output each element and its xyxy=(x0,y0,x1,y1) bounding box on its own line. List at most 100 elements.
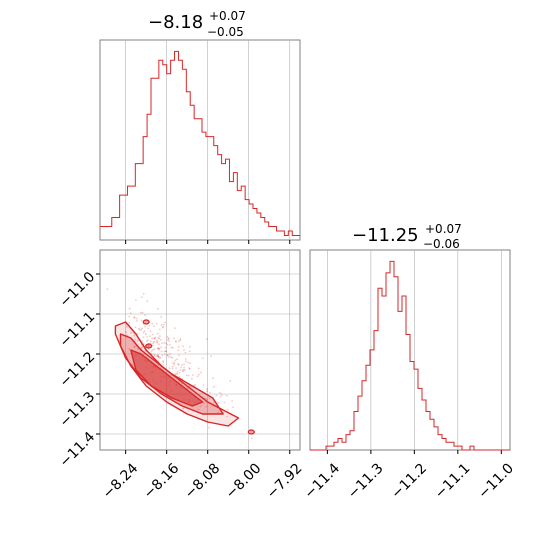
scatter-point xyxy=(171,367,174,370)
hist-2-title-upper: +0.07 xyxy=(425,222,462,236)
scatter-point xyxy=(174,373,177,376)
scatter-point xyxy=(147,327,149,330)
scatter-point xyxy=(153,325,155,328)
scatter-point xyxy=(163,342,166,344)
scatter-point xyxy=(170,346,173,349)
scatter-point xyxy=(151,337,154,340)
scatter-point xyxy=(162,323,165,326)
scatter-point xyxy=(158,347,161,350)
scatter-point xyxy=(146,300,149,303)
scatter-points xyxy=(106,288,253,440)
scatter-point xyxy=(182,345,184,348)
scatter-point xyxy=(161,326,164,329)
scatter-point xyxy=(178,354,180,357)
scatter-point xyxy=(148,324,151,327)
scatter-point xyxy=(205,338,208,340)
scatter-point xyxy=(184,360,187,362)
hist-2-x-ticks: −11.4 −11.3 −11.2 −11.1 −11.0 xyxy=(301,460,517,502)
scatter-point xyxy=(157,354,160,357)
scatter-point xyxy=(173,361,176,364)
scatter-point xyxy=(168,340,171,342)
scatter-point xyxy=(153,340,156,343)
scatter-point xyxy=(169,353,171,355)
scatter-point xyxy=(142,331,145,334)
scatter-point xyxy=(160,350,163,353)
scatter-point xyxy=(202,357,204,360)
scatter-point xyxy=(166,336,169,338)
scatter-point xyxy=(171,365,174,368)
panel-scatter: −11.0−11.1−11.2−11.3−11.4 −8.24 −8.16 −8.0… xyxy=(57,249,306,502)
scatter-point xyxy=(183,368,186,371)
panel-hist-1-grid xyxy=(125,40,291,244)
scatter-point xyxy=(202,384,205,386)
scatter-point xyxy=(133,316,136,319)
x-tick-label: −8.16 xyxy=(141,460,183,502)
panel-hist-1-frame xyxy=(99,39,301,241)
scatter-point xyxy=(159,357,162,359)
scatter-point xyxy=(166,354,169,357)
scatter-point xyxy=(184,351,187,354)
scatter-point xyxy=(182,407,185,410)
scatter-point xyxy=(175,372,178,375)
scatter-point xyxy=(153,337,156,340)
contour-middle xyxy=(119,333,224,415)
scatter-point xyxy=(186,387,189,389)
scatter-point xyxy=(217,411,219,414)
scatter-point xyxy=(151,322,154,325)
scatter-point xyxy=(206,390,209,393)
scatter-point xyxy=(209,391,211,394)
scatter-point xyxy=(167,338,170,340)
scatter-point xyxy=(163,353,166,356)
scatter-point xyxy=(168,367,171,370)
scatter-point xyxy=(141,311,144,314)
scatter-point xyxy=(168,337,170,339)
scatter-point xyxy=(128,348,131,351)
scatter-point xyxy=(191,377,193,380)
scatter-point xyxy=(158,348,161,351)
scatter-point xyxy=(140,296,143,298)
scatter-point xyxy=(226,415,228,418)
scatter-point xyxy=(177,345,180,348)
scatter-point xyxy=(150,350,153,352)
scatter-point xyxy=(142,336,145,339)
scatter-point xyxy=(178,371,181,374)
scatter-point xyxy=(173,363,176,366)
scatter-point xyxy=(181,364,184,366)
histogram-1-steps xyxy=(100,50,300,237)
scatter-point xyxy=(205,405,208,408)
scatter-point xyxy=(156,339,158,342)
contour-inner xyxy=(130,349,204,407)
scatter-point xyxy=(219,395,222,398)
scatter-point xyxy=(225,394,228,397)
scatter-point xyxy=(128,321,131,324)
x-tick-label: −7.92 xyxy=(264,460,306,502)
scatter-point xyxy=(153,337,156,340)
scatter-point xyxy=(139,311,142,314)
density-contours xyxy=(114,319,255,435)
scatter-point xyxy=(158,328,161,331)
hist-1-title-upper: +0.07 xyxy=(209,9,246,23)
scatter-point xyxy=(160,346,163,349)
panel-hist-2: −11.4 −11.3 −11.2 −11.1 −11.0 −11.25 +0.07 −… xyxy=(301,222,517,502)
scatter-point xyxy=(197,408,200,411)
scatter-point xyxy=(189,362,191,365)
scatter-point xyxy=(215,394,218,397)
x-tick-label: −11.1 xyxy=(432,460,474,502)
scatter-point xyxy=(149,335,151,338)
scatter-point xyxy=(173,337,175,339)
scatter-point xyxy=(153,353,156,356)
scatter-point xyxy=(182,370,185,373)
scatter-point xyxy=(148,345,150,347)
y-tick-label: −11.4 xyxy=(57,429,99,471)
scatter-point xyxy=(165,350,168,353)
scatter-point xyxy=(188,368,191,370)
scatter-point xyxy=(157,355,160,358)
scatter-point xyxy=(163,350,166,353)
scatter-point xyxy=(219,391,222,394)
scatter-point xyxy=(177,363,180,365)
x-tick-label: −11.2 xyxy=(388,460,430,502)
scatter-point xyxy=(137,347,139,350)
scatter-point xyxy=(162,361,165,363)
scatter-point xyxy=(180,366,183,369)
